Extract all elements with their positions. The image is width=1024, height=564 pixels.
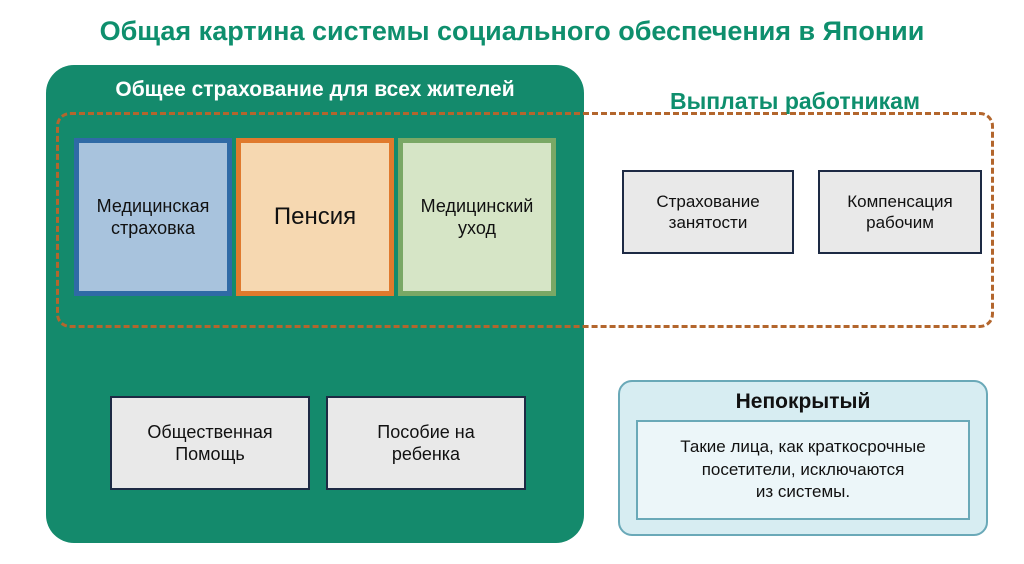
main-box-medical-care: Медицинский уход [398, 138, 556, 296]
universal-insurance-title: Общее страхование для всех жителей [46, 78, 584, 102]
uncovered-title: Непокрытый [618, 390, 988, 414]
page-title: Общая картина системы социального обеспе… [0, 16, 1024, 47]
diagram-canvas: Общая картина системы социального обеспе… [0, 0, 1024, 564]
worker-benefits-title: Выплаты работникам [610, 88, 980, 115]
main-box-pension: Пенсия [236, 138, 394, 296]
bottom-box-public-assistance: Общественная Помощь [110, 396, 310, 490]
main-box-medical-insurance: Медицинская страховка [74, 138, 232, 296]
uncovered-note: Такие лица, как краткосрочные посетители… [636, 420, 970, 520]
worker-box-worker-compensation: Компенсация рабочим [818, 170, 982, 254]
worker-box-employment-insurance: Страхование занятости [622, 170, 794, 254]
bottom-box-child-allowance: Пособие на ребенка [326, 396, 526, 490]
